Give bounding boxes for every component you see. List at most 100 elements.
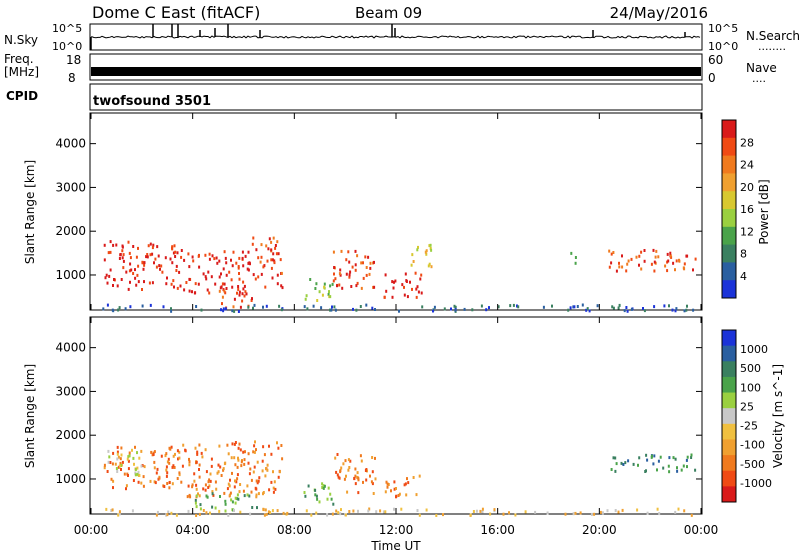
data-cell [323, 484, 326, 488]
data-cell [195, 460, 198, 464]
data-cell [350, 285, 353, 288]
data-cell [346, 490, 349, 494]
data-cell [207, 486, 210, 489]
colorbar-tick-label: 500 [740, 362, 761, 375]
data-cell [238, 277, 241, 281]
data-cell [153, 460, 156, 464]
colorbar-segment [722, 209, 736, 228]
data-cell [481, 507, 484, 511]
data-cell [371, 470, 374, 474]
data-cell [219, 465, 222, 469]
data-cell [241, 250, 244, 254]
colorbar-tick-label: 1000 [740, 343, 768, 356]
data-cell [593, 512, 596, 516]
data-cell [209, 511, 211, 515]
data-cell [655, 249, 658, 253]
data-cell [218, 259, 221, 263]
data-cell [207, 270, 210, 274]
data-cell [625, 306, 628, 309]
data-cell [323, 282, 326, 286]
data-cell [653, 454, 656, 458]
data-cell [255, 479, 258, 483]
velocity-colorbar: 1000 500 100 25 -25 -100 -500 -1000 [721, 329, 772, 503]
data-cell [112, 486, 114, 490]
data-cell [666, 252, 669, 256]
data-cell [323, 285, 326, 289]
data-cell [373, 260, 375, 264]
data-cell [394, 279, 397, 283]
data-cell [199, 503, 202, 507]
data-cell [398, 309, 400, 313]
data-cell [197, 492, 199, 496]
data-cell [123, 472, 126, 476]
data-cell [409, 280, 411, 284]
data-cell [354, 482, 357, 486]
data-cell [369, 474, 371, 478]
data-cell [134, 468, 137, 472]
data-cell [328, 290, 330, 294]
data-cell [356, 475, 359, 479]
data-cell [155, 471, 158, 475]
data-cell [391, 280, 394, 284]
data-cell [662, 466, 665, 470]
data-cell [204, 448, 207, 452]
data-cell [132, 245, 135, 248]
data-cell [225, 261, 228, 265]
data-cell [685, 458, 688, 462]
data-cell [166, 276, 168, 280]
y-tick-label: 1000 [55, 268, 86, 282]
data-cell [208, 478, 211, 482]
data-cell [270, 452, 273, 456]
data-cell [224, 307, 227, 311]
data-cell [353, 476, 356, 480]
sky-left-label: N.Sky [4, 33, 38, 47]
data-cell [252, 236, 255, 240]
data-cell [390, 489, 392, 493]
data-cell [194, 446, 197, 450]
data-cell [127, 474, 129, 477]
data-cell [280, 444, 283, 447]
data-cell [193, 479, 196, 483]
data-cell [109, 268, 112, 272]
x-tick-label: 16:00 [480, 523, 515, 537]
data-cell [218, 444, 221, 448]
data-cell [508, 511, 510, 515]
data-cell [617, 510, 620, 514]
data-cell [238, 290, 241, 294]
data-cell [214, 480, 217, 484]
data-cell [149, 253, 152, 257]
data-cell [403, 285, 405, 289]
data-cell [332, 250, 335, 254]
data-cell [668, 470, 671, 474]
data-cell [143, 263, 146, 267]
data-cell [165, 513, 168, 517]
data-cell [393, 280, 395, 284]
data-cell [454, 308, 457, 312]
data-cell [138, 456, 141, 460]
colorbar-tick-label: -25 [740, 420, 758, 433]
data-cell [237, 446, 240, 450]
data-cell [149, 303, 152, 307]
data-cell [222, 307, 225, 311]
data-cell [638, 254, 641, 258]
data-cell [194, 498, 197, 502]
data-cell [416, 285, 419, 289]
data-cell [230, 278, 233, 282]
data-cell [218, 289, 221, 293]
data-cell [174, 250, 177, 254]
data-cell [674, 510, 677, 514]
data-cell [118, 510, 121, 514]
data-cell [442, 513, 444, 517]
data-cell [650, 455, 653, 459]
data-cell [656, 507, 659, 511]
data-cell [129, 280, 131, 284]
colorbar-segment [722, 470, 736, 487]
data-cell [195, 305, 198, 308]
data-cell [356, 471, 359, 475]
data-cell [627, 459, 630, 463]
data-cell [187, 484, 190, 488]
data-cell [173, 244, 176, 248]
data-cell [354, 467, 357, 471]
data-cell [273, 259, 276, 263]
data-cell [254, 486, 257, 490]
